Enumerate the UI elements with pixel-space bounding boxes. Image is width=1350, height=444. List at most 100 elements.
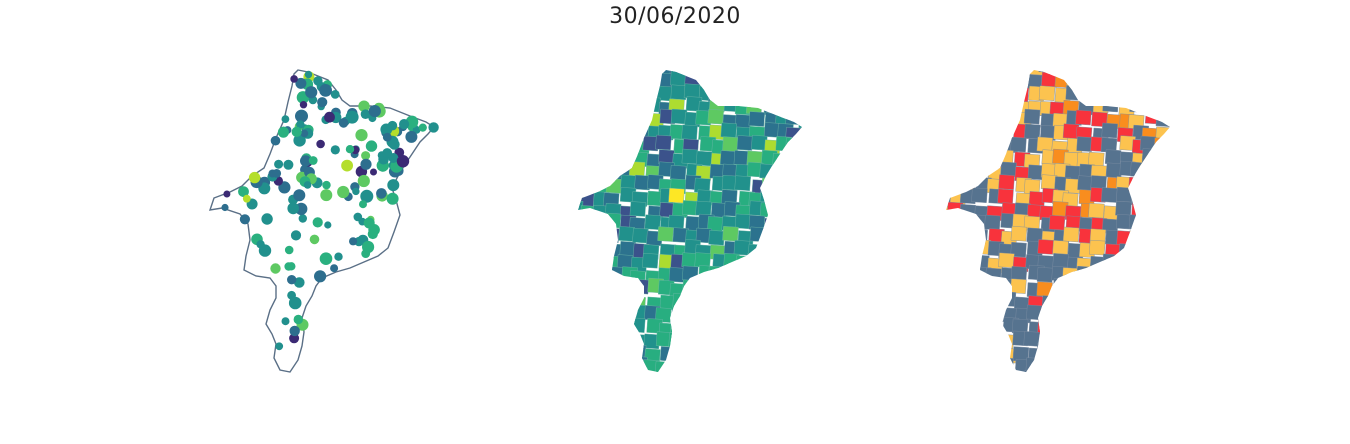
point-marker [316,139,325,149]
municipality [773,279,790,296]
municipality [737,360,754,372]
municipality [734,175,751,191]
municipality [619,330,636,347]
municipality [746,346,764,362]
municipality [1132,240,1150,256]
municipality [1167,70,1170,78]
municipality [593,241,610,257]
municipality [1153,137,1170,153]
municipality [987,85,1004,102]
municipality [786,318,802,335]
point-marker [359,200,367,209]
municipality [961,126,978,142]
municipality [777,70,795,78]
point-layer [221,70,439,351]
municipality [629,70,646,86]
municipality [593,253,610,269]
municipality [628,161,646,177]
municipality [1067,70,1084,76]
municipality [659,346,677,362]
municipality [800,153,802,169]
municipality [745,359,763,372]
municipality [685,359,703,372]
municipality [578,95,585,112]
point-marker [281,115,290,123]
municipality [1076,304,1093,321]
municipality [593,135,610,151]
municipality [1139,165,1157,182]
municipality [697,280,715,297]
municipality [642,71,659,88]
municipality [1026,304,1043,321]
municipality [578,268,584,285]
municipality [708,265,725,282]
municipality [593,162,611,179]
municipality [802,253,808,268]
municipality [1155,179,1170,196]
municipality [607,101,625,118]
municipality [959,217,976,233]
municipality [670,309,688,325]
municipality [949,164,966,181]
municipality [1127,255,1144,272]
municipality [578,356,582,372]
municipality [1145,241,1163,257]
point-marker [284,245,294,255]
municipality [604,70,621,74]
municipality [1155,111,1170,127]
municipality [633,70,651,75]
municipality [1080,373,1096,388]
municipality [957,306,975,323]
municipality [973,344,990,360]
municipality [971,187,988,203]
municipality [959,73,977,90]
point-marker [353,212,363,222]
municipality [1062,320,1080,336]
municipality [946,269,951,286]
municipality [1132,355,1150,372]
municipality [946,330,955,346]
municipality [709,306,727,322]
municipality [685,334,702,351]
municipality [1093,278,1111,295]
municipality [790,72,802,89]
municipality [615,358,633,372]
municipality [948,177,966,193]
municipality [1076,136,1093,152]
point-marker [238,186,249,198]
municipality [1157,372,1173,387]
municipality [1065,85,1082,101]
municipality [723,72,741,89]
municipality [1075,70,1092,78]
municipality [1171,86,1186,101]
point-marker [242,194,251,203]
municipality [695,291,713,307]
municipality [733,85,751,102]
point-marker [293,314,303,325]
municipality [669,165,687,181]
municipality [949,308,967,324]
municipality [684,319,702,336]
municipality [948,98,966,114]
municipality [1145,277,1162,294]
municipality [634,108,651,125]
municipality [946,243,962,260]
municipality [1170,336,1186,351]
municipality [1154,72,1170,89]
municipality [946,84,951,101]
municipality [579,279,596,296]
point-marker [290,75,298,83]
municipality [736,268,753,284]
municipality [973,161,990,177]
municipality [710,280,727,296]
municipality [1052,253,1069,269]
municipality [1114,256,1132,272]
municipality [1000,161,1017,178]
municipality [1091,83,1109,99]
point-marker [283,159,294,170]
point-marker [270,135,281,146]
municipality [672,292,689,309]
point-marker [349,237,358,246]
municipality [999,70,1016,86]
municipality [1114,358,1131,372]
